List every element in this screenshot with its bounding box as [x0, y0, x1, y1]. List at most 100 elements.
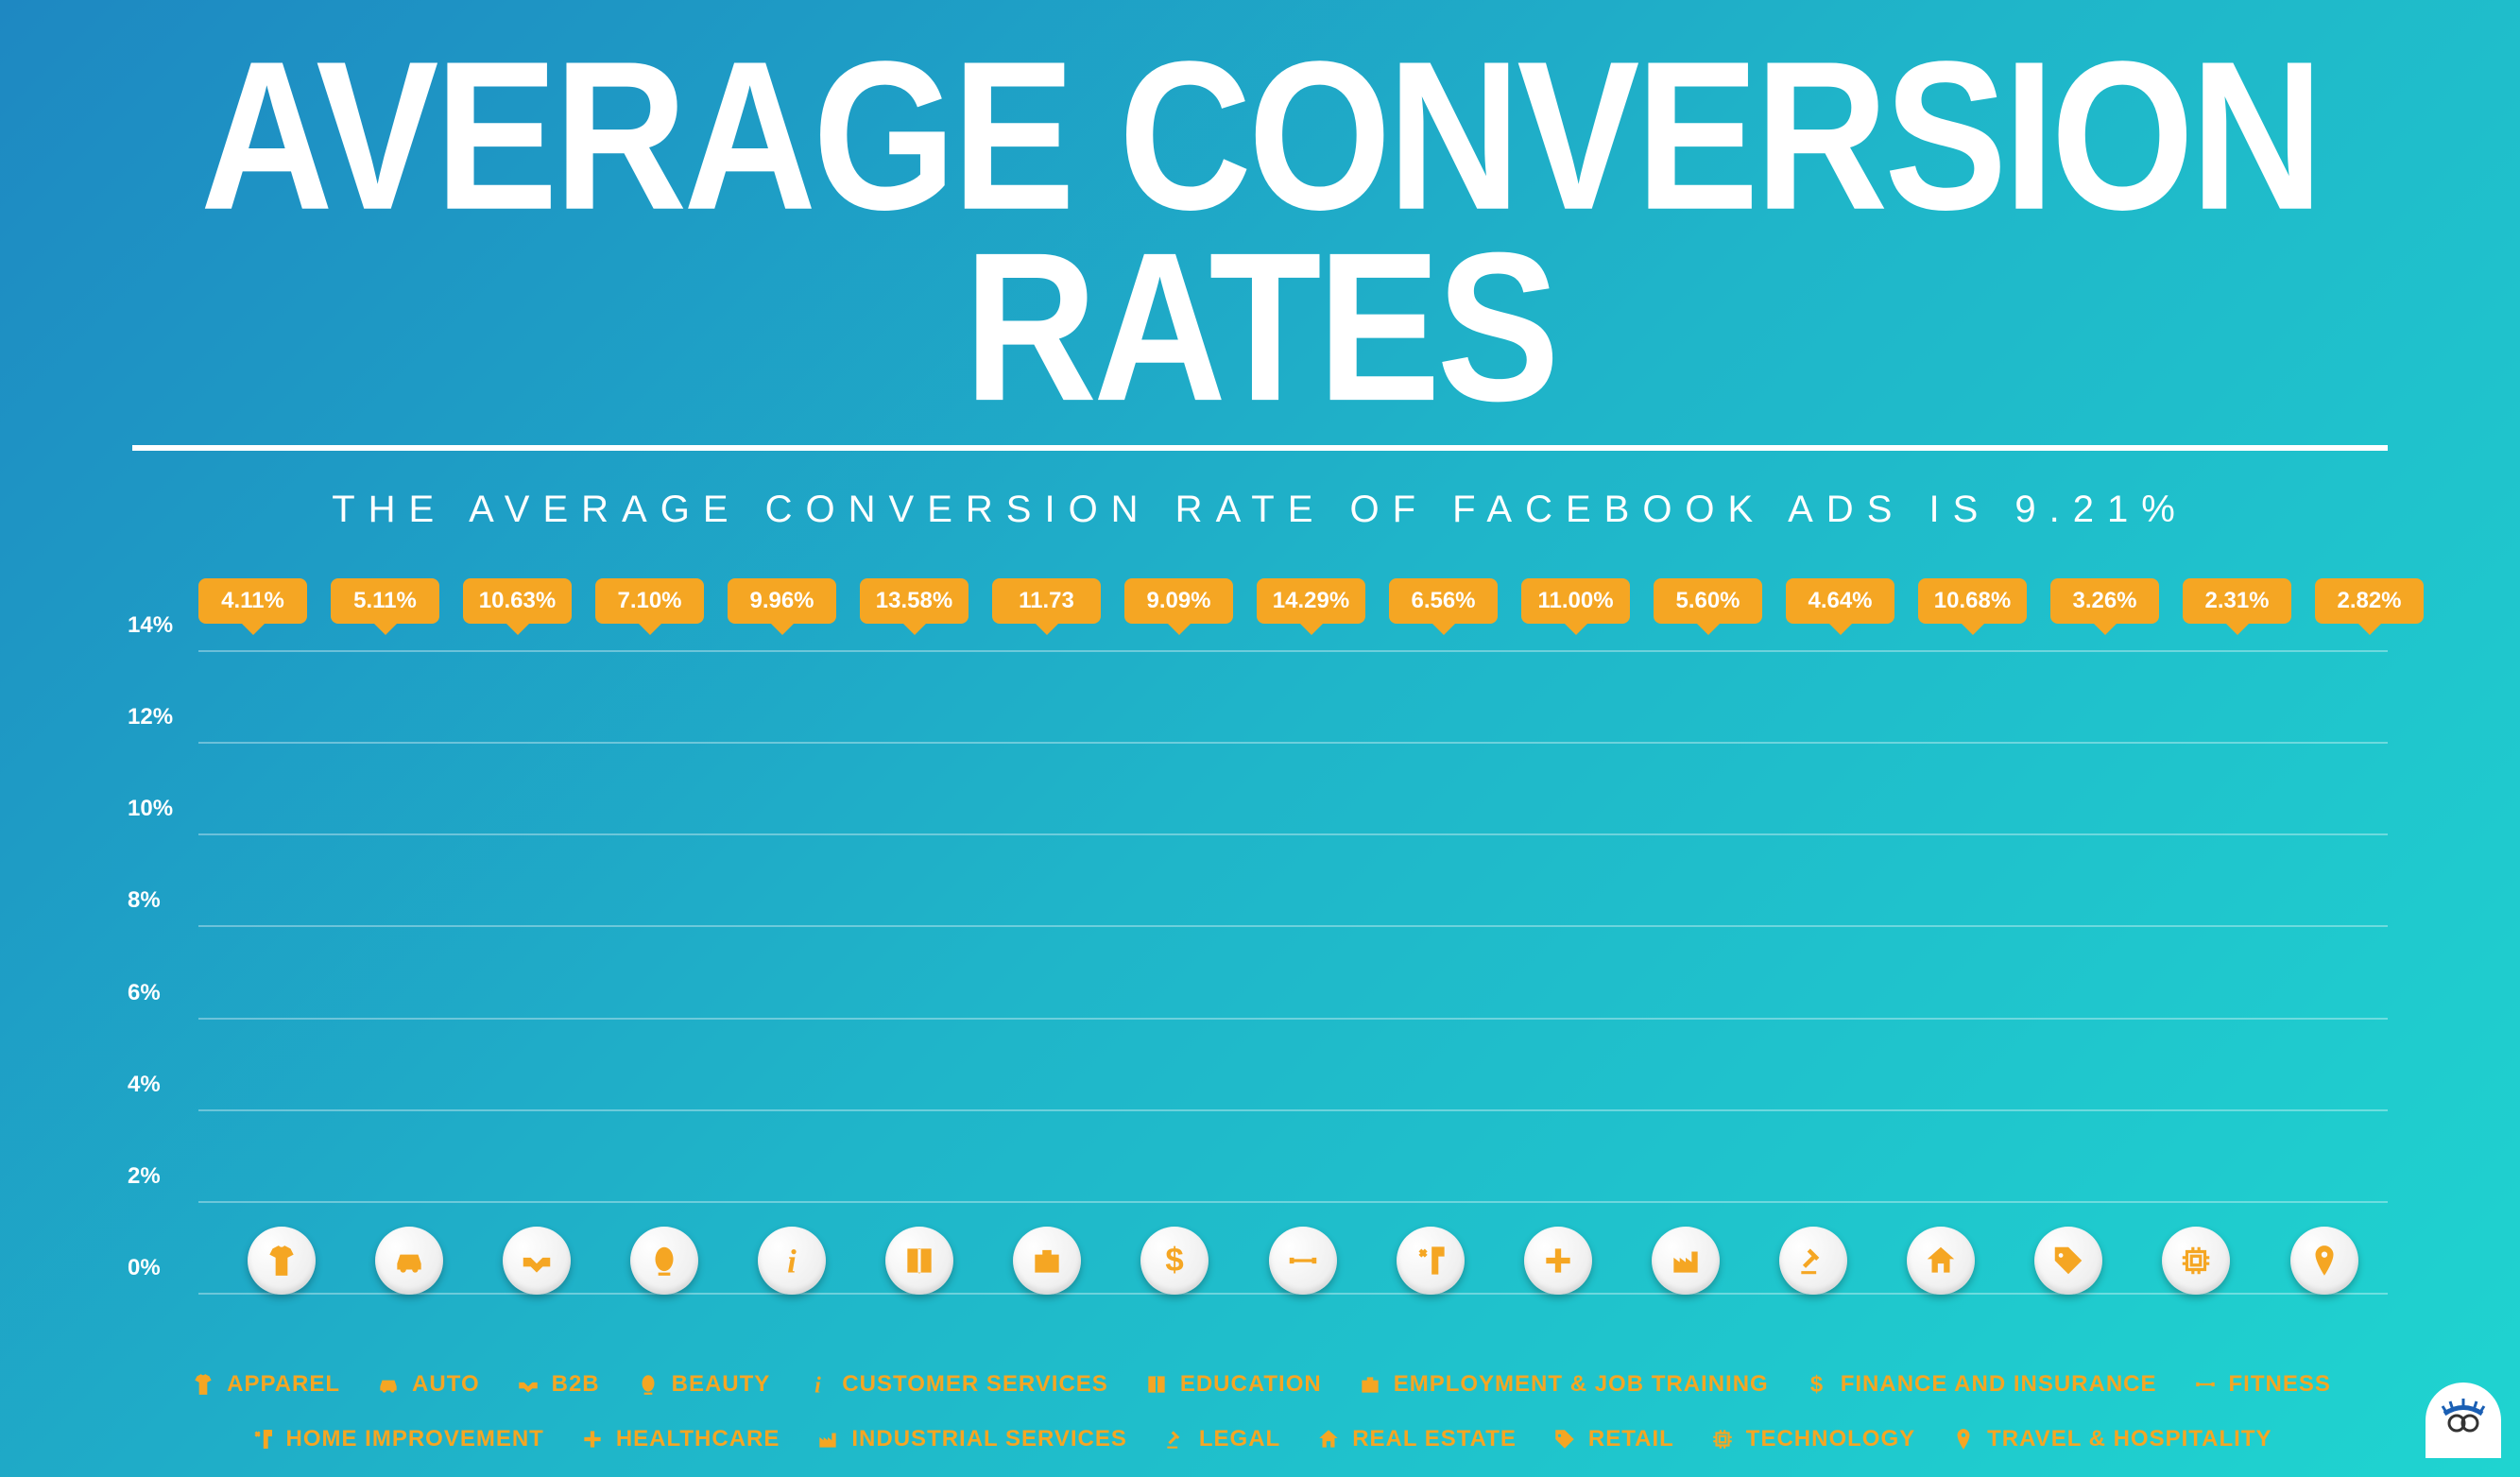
bar-group	[217, 1258, 345, 1295]
legend-item: $FINANCE AND INSURANCE	[1803, 1370, 2157, 1399]
legend-label: INDUSTRIAL SERVICES	[851, 1426, 1127, 1452]
legend-item: FITNESS	[2191, 1370, 2331, 1399]
legend-label: RETAIL	[1588, 1426, 1674, 1452]
bars-container: i$	[198, 652, 2388, 1295]
legend-label: BEAUTY	[672, 1371, 771, 1398]
legend-label: APPAREL	[227, 1371, 340, 1398]
handshake-icon	[503, 1227, 571, 1295]
legend-item: HEALTHCARE	[578, 1425, 780, 1453]
subtitle: THE AVERAGE CONVERSION RATE OF FACEBOOK …	[94, 489, 2426, 531]
bar-group	[1366, 1258, 1494, 1295]
legend-item: INDUSTRIAL SERVICES	[814, 1425, 1127, 1453]
chip-icon	[1708, 1425, 1737, 1453]
y-axis-label: 8%	[128, 887, 161, 914]
factory-icon	[1652, 1227, 1720, 1295]
value-bubble: 5.60%	[1654, 578, 1762, 624]
legend-label: EDUCATION	[1180, 1371, 1322, 1398]
legend-item: i CUSTOMER SERVICES	[804, 1370, 1108, 1399]
value-bubble: 5.11%	[331, 578, 439, 624]
legend-label: TRAVEL & HOSPITALITY	[1987, 1426, 2271, 1452]
legend: APPAREL AUTO B2B BEAUTY i CUSTOMER SERVICES ED…	[94, 1370, 2426, 1453]
y-axis-label: 0%	[128, 1255, 161, 1281]
legend-item: TECHNOLOGY	[1708, 1425, 1915, 1453]
legend-item: B2B	[514, 1370, 600, 1399]
bar-group	[2005, 1258, 2133, 1295]
tools-icon	[1397, 1227, 1465, 1295]
briefcase-icon	[1013, 1227, 1081, 1295]
bar-group: i	[729, 1258, 856, 1295]
value-bubble: 6.56%	[1389, 578, 1498, 624]
bar-group	[472, 1258, 600, 1295]
bar-group	[1494, 1258, 1621, 1295]
legend-label: TECHNOLOGY	[1746, 1426, 1915, 1452]
legend-label: REAL ESTATE	[1352, 1426, 1517, 1452]
legend-label: HEALTHCARE	[616, 1426, 780, 1452]
info-icon: i	[758, 1227, 826, 1295]
legend-label: EMPLOYMENT & JOB TRAINING	[1394, 1371, 1769, 1398]
tag-icon	[2034, 1227, 2102, 1295]
gavel-icon	[1161, 1425, 1190, 1453]
pin-icon	[1949, 1425, 1978, 1453]
mirror-icon	[630, 1227, 698, 1295]
svg-text:i: i	[787, 1244, 797, 1279]
legend-label: B2B	[552, 1371, 600, 1398]
dollar-icon: $	[1803, 1370, 1831, 1399]
legend-label: HOME IMPROVEMENT	[286, 1426, 544, 1452]
bar-group	[984, 1258, 1111, 1295]
bar-group	[1621, 1258, 1749, 1295]
legend-item: APPAREL	[189, 1370, 340, 1399]
value-bubble: 2.31%	[2183, 578, 2291, 624]
legend-label: AUTO	[412, 1371, 480, 1398]
legend-item: TRAVEL & HOSPITALITY	[1949, 1425, 2271, 1453]
info-icon: i	[804, 1370, 832, 1399]
bar-group	[345, 1258, 472, 1295]
bar-group	[1750, 1258, 1877, 1295]
value-bubble: 10.68%	[1918, 578, 2027, 624]
legend-label: CUSTOMER SERVICES	[842, 1371, 1108, 1398]
gavel-icon	[1779, 1227, 1847, 1295]
y-axis-label: 2%	[128, 1163, 161, 1190]
legend-item: LEGAL	[1161, 1425, 1280, 1453]
value-bubble: 3.26%	[2050, 578, 2159, 624]
tshirt-icon	[248, 1227, 316, 1295]
svg-text:i: i	[814, 1374, 822, 1397]
value-bubble: 9.09%	[1124, 578, 1233, 624]
bar-group	[600, 1258, 728, 1295]
value-bubble: 2.82%	[2315, 578, 2424, 624]
plus-icon	[1524, 1227, 1592, 1295]
car-icon	[374, 1370, 403, 1399]
legend-label: LEGAL	[1199, 1426, 1280, 1452]
value-bubble: 10.63%	[463, 578, 572, 624]
brand-logo	[2426, 1383, 2501, 1458]
legend-label: FITNESS	[2229, 1371, 2331, 1398]
house-icon	[1314, 1425, 1343, 1453]
book-icon	[1142, 1370, 1171, 1399]
legend-item: REAL ESTATE	[1314, 1425, 1517, 1453]
value-bubble: 7.10%	[595, 578, 704, 624]
bar-chart: i$ 0%2%4%6%8%10%12%14%	[198, 652, 2388, 1295]
bar-group	[2260, 1258, 2388, 1295]
y-axis-label: 6%	[128, 980, 161, 1006]
value-bubble: 13.58%	[860, 578, 969, 624]
legend-item: RETAIL	[1551, 1425, 1674, 1453]
dollar-icon: $	[1140, 1227, 1209, 1295]
infographic-container: AVERAGE CONVERSION RATES THE AVERAGE CON…	[0, 0, 2520, 1477]
bar-group	[856, 1258, 984, 1295]
legend-item: BEAUTY	[634, 1370, 771, 1399]
legend-item: HOME IMPROVEMENT	[249, 1425, 544, 1453]
chip-icon	[2162, 1227, 2230, 1295]
y-axis-label: 10%	[128, 796, 173, 822]
legend-item: EMPLOYMENT & JOB TRAINING	[1356, 1370, 1769, 1399]
bar-group	[2133, 1258, 2260, 1295]
svg-text:$: $	[1810, 1372, 1824, 1397]
plus-icon	[578, 1425, 607, 1453]
value-labels-row: 4.11%5.11%10.63%7.10%9.96%13.58%11.739.0…	[94, 578, 2426, 624]
legend-item: AUTO	[374, 1370, 480, 1399]
value-bubble: 14.29%	[1257, 578, 1365, 624]
bar-group	[1877, 1258, 2005, 1295]
book-icon	[885, 1227, 953, 1295]
house-icon	[1907, 1227, 1975, 1295]
legend-item: EDUCATION	[1142, 1370, 1322, 1399]
svg-text:$: $	[1166, 1243, 1184, 1279]
title-divider	[132, 445, 2388, 451]
